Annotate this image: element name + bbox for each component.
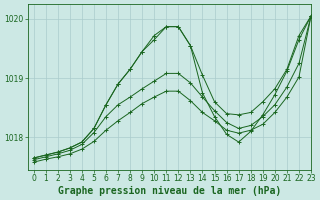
- X-axis label: Graphe pression niveau de la mer (hPa): Graphe pression niveau de la mer (hPa): [58, 186, 281, 196]
